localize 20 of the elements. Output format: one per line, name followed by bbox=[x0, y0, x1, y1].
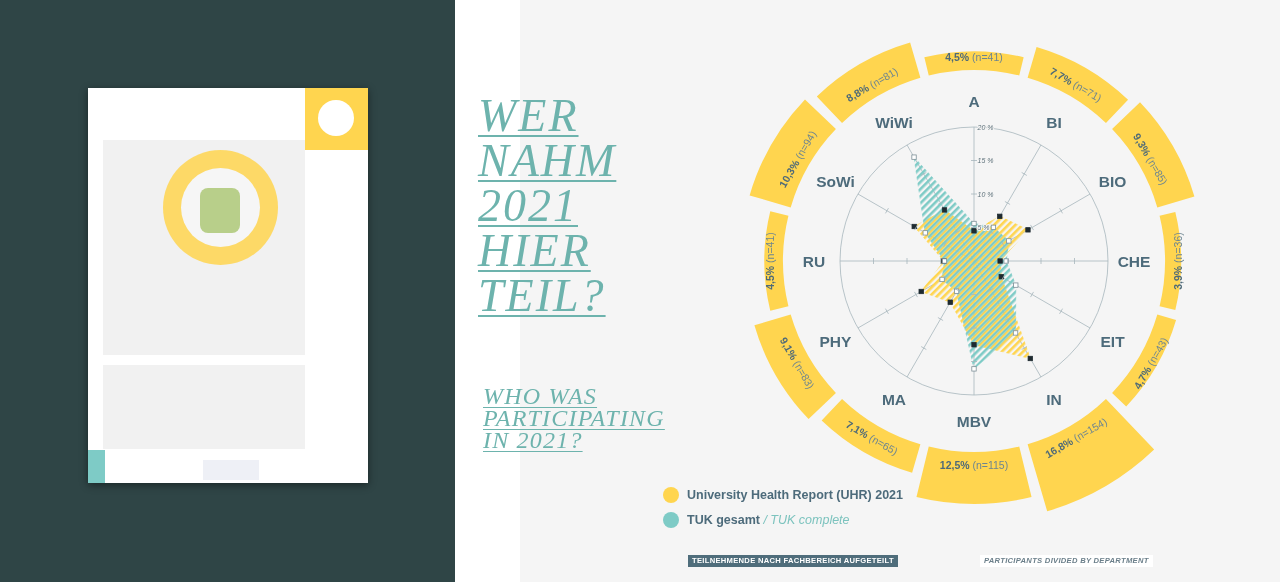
spoke-label: CHE bbox=[1117, 252, 1151, 270]
spoke-label: MA bbox=[881, 391, 907, 409]
spoke-label: WiWi bbox=[875, 113, 913, 131]
text: WHO WAS PARTICIPATING IN 2021? bbox=[483, 383, 665, 453]
text: 3,9% (n=36) bbox=[1172, 232, 1184, 290]
text: WER NAHM 2021 HIER TEIL? bbox=[478, 90, 617, 321]
spoke-label: BIO bbox=[1098, 172, 1127, 190]
spoke-label: MBV bbox=[956, 412, 992, 430]
spoke-label: IN bbox=[1046, 391, 1062, 409]
text: 4,5% (n=41) bbox=[945, 51, 1003, 63]
spoke-label: RU bbox=[802, 252, 826, 270]
legend-label: TUK gesamt / TUK complete bbox=[687, 512, 850, 527]
spoke-label: BI bbox=[1046, 113, 1062, 131]
text: 12,5% (n=115) bbox=[939, 459, 1009, 471]
spoke-label: SoWi bbox=[816, 172, 855, 190]
legend-label: University Health Report (UHR) 2021 bbox=[687, 487, 904, 502]
spoke-label: PHY bbox=[819, 332, 853, 350]
text: 4,5% (n=41) bbox=[764, 232, 776, 290]
spoke-label: EIT bbox=[1100, 332, 1126, 350]
spoke-label: A bbox=[968, 92, 980, 110]
